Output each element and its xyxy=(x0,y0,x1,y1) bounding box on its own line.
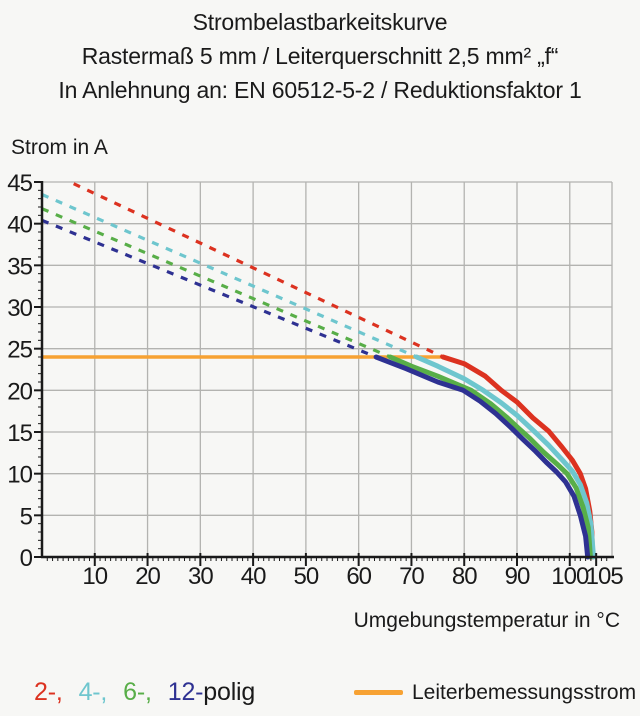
chart-title-line3: In Anlehnung an: EN 60512-5-2 / Reduktio… xyxy=(58,77,582,103)
y-axis-title: Strom in A xyxy=(11,136,108,159)
svg-text:100: 100 xyxy=(551,563,589,590)
rated-current-line-swatch xyxy=(354,690,403,695)
x-axis-title: Umgebungstemperatur in °C xyxy=(353,609,620,632)
svg-text:40: 40 xyxy=(7,212,32,239)
legend-6-pole: 6-, xyxy=(123,678,152,706)
svg-text:105: 105 xyxy=(586,563,624,590)
svg-text:10: 10 xyxy=(7,462,32,489)
svg-text:70: 70 xyxy=(399,563,424,590)
svg-text:15: 15 xyxy=(7,420,32,447)
svg-text:45: 45 xyxy=(7,170,32,197)
svg-text:25: 25 xyxy=(7,337,32,364)
svg-text:5: 5 xyxy=(20,503,33,530)
svg-text:10: 10 xyxy=(82,563,107,590)
chart-title-line2: Rastermaß 5 mm / Leiterquerschnitt 2,5 m… xyxy=(81,43,559,69)
svg-text:90: 90 xyxy=(505,563,530,590)
svg-text:0: 0 xyxy=(20,545,33,572)
svg-text:35: 35 xyxy=(7,253,32,280)
chart-title: Strombelastbarkeitskurve Rastermaß 5 mm … xyxy=(0,5,640,107)
legend-2-pole: 2-, xyxy=(34,678,63,706)
legend-12-pole: 12- xyxy=(167,678,204,706)
svg-text:20: 20 xyxy=(135,563,160,590)
svg-text:40: 40 xyxy=(241,563,266,590)
rated-current-legend: Leiterbemessungsstrom xyxy=(354,680,636,705)
legend-4-pole: 4-, xyxy=(78,678,108,706)
chart-title-line1: Strombelastbarkeitskurve xyxy=(192,9,448,35)
svg-text:20: 20 xyxy=(7,378,32,405)
rated-current-label: Leiterbemessungsstrom xyxy=(412,681,637,704)
svg-text:80: 80 xyxy=(452,563,477,590)
svg-text:60: 60 xyxy=(346,563,371,590)
svg-text:30: 30 xyxy=(7,295,32,322)
svg-text:50: 50 xyxy=(294,563,319,590)
legend-polig-suffix: polig xyxy=(203,678,256,706)
series-legend: 2-, 4-, 6-, 12-polig xyxy=(34,678,255,707)
svg-text:30: 30 xyxy=(188,563,213,590)
